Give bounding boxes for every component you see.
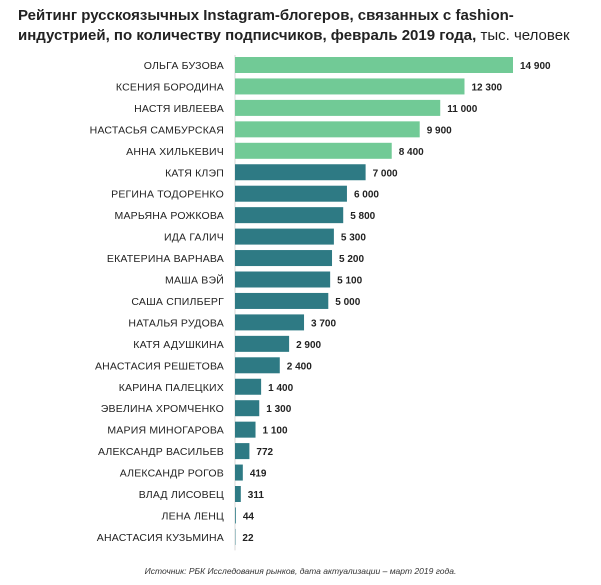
bar	[235, 99, 441, 116]
value-label: 22	[242, 533, 254, 544]
category-label: ЭВЕЛИНА ХРОМЧЕНКО	[101, 403, 224, 415]
category-label: КАТЯ КЛЭП	[165, 167, 224, 179]
bar	[235, 185, 347, 202]
value-label: 12 300	[471, 82, 502, 93]
category-label: АЛЕКСАНДР ВАСИЛЬЕВ	[98, 446, 224, 458]
value-label: 5 300	[341, 233, 366, 244]
category-label: МАША ВЭЙ	[165, 274, 224, 287]
value-label: 5 800	[350, 211, 375, 222]
chart-title-unit: тыс. человек	[480, 27, 570, 44]
value-label: 5 100	[337, 276, 362, 287]
value-label: 772	[256, 447, 273, 458]
chart-title: Рейтинг русскоязычных Instagram-блогеров…	[18, 6, 578, 46]
value-label: 1 400	[268, 383, 293, 394]
category-label: АННА ХИЛЬКЕВИЧ	[126, 146, 224, 158]
value-label: 5 000	[335, 297, 360, 308]
bar	[235, 443, 250, 460]
category-label: ИДА ГАЛИЧ	[164, 232, 224, 244]
category-label: НАСТЯ ИВЛЕЕВА	[134, 103, 224, 115]
value-label: 1 100	[263, 426, 288, 437]
bar	[235, 78, 465, 95]
category-label: АЛЕКСАНДР РОГОВ	[120, 468, 224, 480]
value-label: 8 400	[399, 147, 424, 158]
value-label: 2 900	[296, 340, 321, 351]
bar-chart: ОЛЬГА БУЗОВА 14 900 КСЕНИЯ БОРОДИНА 12 300 Н…	[90, 55, 551, 551]
category-label: РЕГИНА ТОДОРЕНКО	[111, 189, 224, 201]
category-label: САША СПИЛБЕРГ	[131, 296, 224, 308]
category-label: ЕКАТЕРИНА ВАРНАВА	[107, 253, 224, 265]
value-label: 3 700	[311, 318, 336, 329]
category-label: МАРИЯ МИНОГАРОВА	[107, 425, 224, 437]
bar	[235, 228, 334, 245]
value-label: 2 400	[287, 361, 312, 372]
bar	[235, 421, 256, 438]
bar	[235, 142, 392, 159]
source-note: Источник: РБК Исследования рынков, дата …	[144, 566, 457, 576]
bar	[235, 250, 333, 267]
bar	[235, 271, 331, 288]
bar	[235, 486, 241, 502]
bar	[235, 464, 243, 481]
value-label: 6 000	[354, 190, 379, 201]
bar	[235, 121, 420, 138]
category-label: МАРЬЯНА РОЖКОВА	[115, 210, 225, 222]
bar	[235, 57, 513, 73]
value-label: 1 300	[266, 404, 291, 415]
value-label: 9 900	[427, 125, 452, 136]
value-label: 14 900	[520, 61, 551, 72]
value-label: 5 200	[339, 254, 364, 265]
bar	[235, 335, 290, 352]
value-label: 419	[250, 469, 267, 480]
bar	[235, 378, 262, 395]
category-label: КСЕНИЯ БОРОДИНА	[116, 81, 224, 93]
category-label: АНАСТАСИЯ РЕШЕТОВА	[95, 360, 224, 372]
bar	[235, 357, 280, 374]
value-label: 44	[243, 511, 255, 522]
category-label: НАСТАСЬЯ САМБУРСКАЯ	[90, 124, 224, 136]
bar	[235, 207, 344, 224]
category-label: КАТЯ АДУШКИНА	[133, 339, 224, 351]
bar	[235, 292, 329, 309]
bar	[235, 164, 366, 181]
category-label: АНАСТАСИЯ КУЗЬМИНА	[97, 532, 224, 544]
category-label: ОЛЬГА БУЗОВА	[144, 60, 224, 72]
bar	[235, 507, 236, 524]
value-label: 311	[248, 490, 265, 501]
category-label: ВЛАД ЛИСОВЕЦ	[139, 489, 224, 501]
category-label: НАТАЛЬЯ РУДОВА	[128, 317, 224, 329]
category-label: ЛЕНА ЛЕНЦ	[162, 510, 224, 522]
bar	[235, 314, 305, 331]
bar	[235, 400, 260, 417]
chart-title-main: Рейтинг русскоязычных Instagram-блогеров…	[18, 7, 514, 44]
bars-group: ОЛЬГА БУЗОВА 14 900 КСЕНИЯ БОРОДИНА 12 300 Н…	[90, 57, 551, 545]
category-label: КАРИНА ПАЛЕЦКИХ	[119, 382, 224, 394]
value-label: 11 000	[447, 104, 477, 115]
value-label: 7 000	[373, 168, 398, 179]
